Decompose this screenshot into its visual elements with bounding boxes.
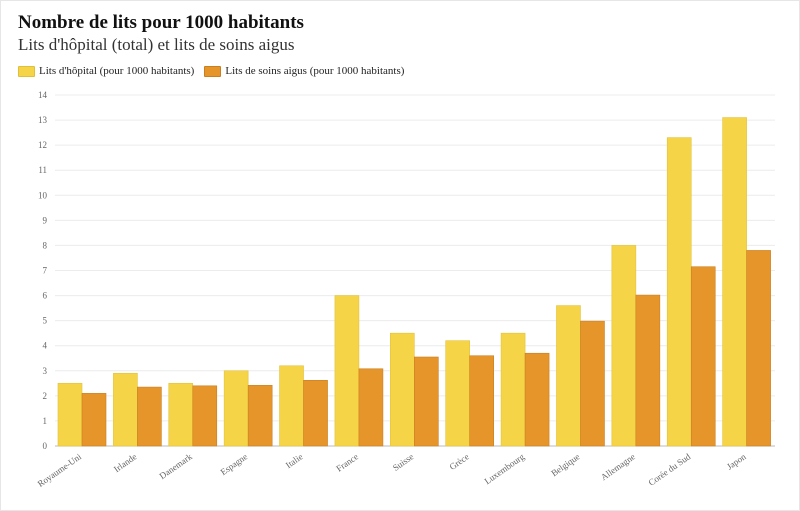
legend-label-hospital-beds: Lits d'hôpital (pour 1000 habitants) bbox=[39, 65, 195, 77]
bar-hospital-beds-1 bbox=[113, 372, 138, 447]
y-tick-label-12: 12 bbox=[38, 140, 47, 150]
chart-title: Nombre de lits pour 1000 habitants bbox=[18, 12, 304, 33]
bar-acute-care-beds-7 bbox=[469, 355, 494, 447]
y-tick-label-13: 13 bbox=[38, 115, 48, 125]
legend-item-acute-care-beds[interactable]: Lits de soins aigus (pour 1000 habitants… bbox=[204, 65, 404, 77]
legend-item-hospital-beds[interactable]: Lits d'hôpital (pour 1000 habitants) bbox=[18, 65, 194, 77]
bar-hospital-beds-12 bbox=[722, 117, 747, 447]
y-tick-label-6: 6 bbox=[43, 291, 48, 301]
x-tick-label-0: Royaume-Uni bbox=[36, 451, 84, 489]
bar-hospital-beds-10 bbox=[611, 245, 637, 447]
bar-acute-care-beds-12 bbox=[746, 250, 771, 447]
bar-hospital-beds-6 bbox=[390, 332, 415, 447]
x-tick-label-8: Luxembourg bbox=[483, 451, 527, 486]
bar-acute-care-beds-6 bbox=[414, 356, 439, 447]
bar-acute-care-beds-3 bbox=[247, 385, 273, 447]
bar-acute-care-beds-9 bbox=[580, 320, 605, 447]
y-tick-label-2: 2 bbox=[43, 391, 48, 401]
bar-acute-care-beds-2 bbox=[192, 385, 218, 447]
bar-acute-care-beds-1 bbox=[137, 386, 162, 447]
bar-acute-care-beds-8 bbox=[524, 352, 550, 447]
x-tick-label-1: Irlande bbox=[112, 451, 139, 474]
bar-hospital-beds-3 bbox=[223, 370, 249, 447]
y-tick-label-1: 1 bbox=[43, 416, 48, 426]
y-tick-label-4: 4 bbox=[43, 341, 48, 351]
bar-hospital-beds-5 bbox=[334, 295, 360, 447]
bar-hospital-beds-2 bbox=[168, 383, 194, 447]
x-tick-label-6: Suisse bbox=[391, 451, 416, 472]
legend-swatch-hospital-beds bbox=[18, 65, 35, 77]
y-tick-label-8: 8 bbox=[43, 240, 48, 250]
x-tick-label-10: Allemagne bbox=[599, 451, 637, 482]
chart-subtitle: Lits d'hôpital (total) et lits de soins … bbox=[18, 35, 295, 54]
x-tick-label-5: France bbox=[334, 451, 360, 473]
bar-acute-care-beds-4 bbox=[303, 380, 328, 447]
bar-hospital-beds-11 bbox=[666, 137, 692, 447]
y-tick-label-14: 14 bbox=[38, 90, 48, 100]
bar-hospital-beds-7 bbox=[445, 340, 470, 447]
bar-hospital-beds-0 bbox=[57, 383, 83, 447]
y-tick-label-10: 10 bbox=[38, 190, 48, 200]
y-tick-label-0: 0 bbox=[43, 441, 48, 451]
y-tick-label-11: 11 bbox=[38, 165, 47, 175]
legend-label-acute-care-beds: Lits de soins aigus (pour 1000 habitants… bbox=[225, 65, 405, 77]
x-tick-label-12: Japon bbox=[725, 451, 748, 472]
x-tick-label-7: Grèce bbox=[448, 451, 471, 472]
bar-hospital-beds-4 bbox=[279, 365, 304, 447]
bar-acute-care-beds-5 bbox=[358, 368, 384, 447]
y-tick-label-9: 9 bbox=[43, 215, 48, 225]
x-tick-label-9: Belgique bbox=[549, 451, 581, 478]
bar-hospital-beds-8 bbox=[500, 332, 526, 447]
x-tick-label-11: Corée du Sud bbox=[647, 451, 693, 488]
bar-acute-care-beds-10 bbox=[635, 294, 661, 447]
bar-hospital-beds-9 bbox=[556, 305, 581, 447]
y-tick-label-5: 5 bbox=[43, 316, 48, 326]
y-tick-label-7: 7 bbox=[43, 266, 48, 276]
x-tick-label-4: Italie bbox=[284, 451, 305, 470]
bar-acute-care-beds-0 bbox=[81, 393, 107, 447]
x-tick-label-3: Espagne bbox=[219, 451, 250, 477]
bar-acute-care-beds-11 bbox=[690, 266, 716, 447]
legend: Lits d'hôpital (pour 1000 habitants) Lit… bbox=[18, 65, 414, 77]
legend-swatch-acute-care-beds bbox=[204, 65, 222, 77]
x-tick-label-2: Danemark bbox=[157, 451, 194, 481]
y-tick-label-3: 3 bbox=[43, 366, 48, 376]
